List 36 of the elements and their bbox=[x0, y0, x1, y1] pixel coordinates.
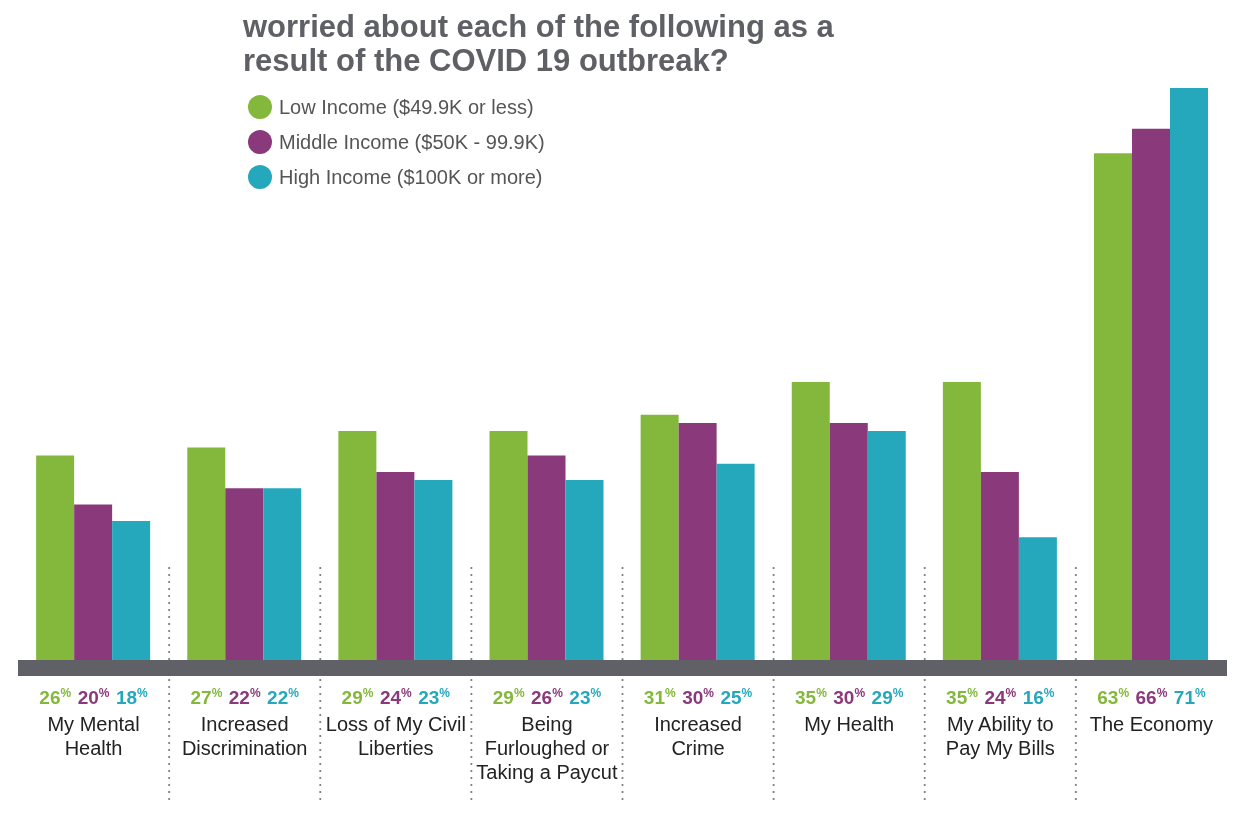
data-label: 30$^{%}$ bbox=[833, 686, 866, 708]
x-tick-label: The Economy bbox=[1088, 712, 1215, 736]
data-label: 25$^{%}$ bbox=[720, 686, 753, 708]
data-label: 24$^{%}$ bbox=[984, 686, 1017, 708]
x-tick-label: My Mental Health bbox=[46, 712, 141, 760]
data-label: 31$^{%}$ bbox=[643, 686, 677, 708]
data-label: 16$^{%}$ bbox=[1022, 686, 1055, 708]
data-label: 23$^{%}$ bbox=[569, 686, 602, 708]
data-label: 26$^{%}$ bbox=[39, 686, 72, 708]
data-label: 66$^{%}$ bbox=[1135, 686, 1168, 708]
x-tick-label: Increased Discrimination bbox=[180, 712, 309, 760]
x-tick-label: Loss of My Civil Liberties bbox=[324, 712, 467, 760]
data-label: 35$^{%}$ bbox=[795, 686, 828, 708]
data-label: 29$^{%}$ bbox=[871, 686, 904, 708]
data-label: 23$^{%}$ bbox=[418, 686, 451, 708]
data-label: 26$^{%}$ bbox=[531, 686, 564, 708]
x-tick-label: Increased Crime bbox=[653, 712, 743, 760]
data-label: 24$^{%}$ bbox=[379, 686, 413, 708]
x-tick-label: Being Furloughed or Taking a Paycut bbox=[475, 712, 619, 784]
data-label: 22$^{%}$ bbox=[267, 686, 300, 708]
data-label: 20$^{%}$ bbox=[77, 686, 110, 708]
chart-title: worried about each of the following as a result of the COVID 19 outbreak? bbox=[243, 9, 835, 78]
legend-label: High Income ($100K or more) bbox=[279, 166, 543, 188]
data-label: 30$^{%}$ bbox=[682, 686, 715, 708]
data-label: 22$^{%}$ bbox=[228, 686, 261, 708]
legend-label: Low Income ($49.9K or less) bbox=[279, 96, 534, 118]
x-tick-label: My Health bbox=[803, 712, 896, 736]
data-label: 27$^{%}$ bbox=[190, 686, 223, 708]
data-label: 71$^{%}$ bbox=[1173, 686, 1206, 708]
x-tick-label: My Ability to Pay My Bills bbox=[944, 712, 1056, 760]
data-label: 29$^{%}$ bbox=[492, 686, 525, 708]
data-label: 29$^{%}$ bbox=[341, 686, 374, 708]
legend-label: Middle Income ($50K - 99.9K) bbox=[279, 131, 545, 153]
data-label: 18$^{%}$ bbox=[115, 686, 149, 708]
data-label: 35$^{%}$ bbox=[946, 686, 979, 708]
data-label: 63$^{%}$ bbox=[1097, 686, 1130, 708]
